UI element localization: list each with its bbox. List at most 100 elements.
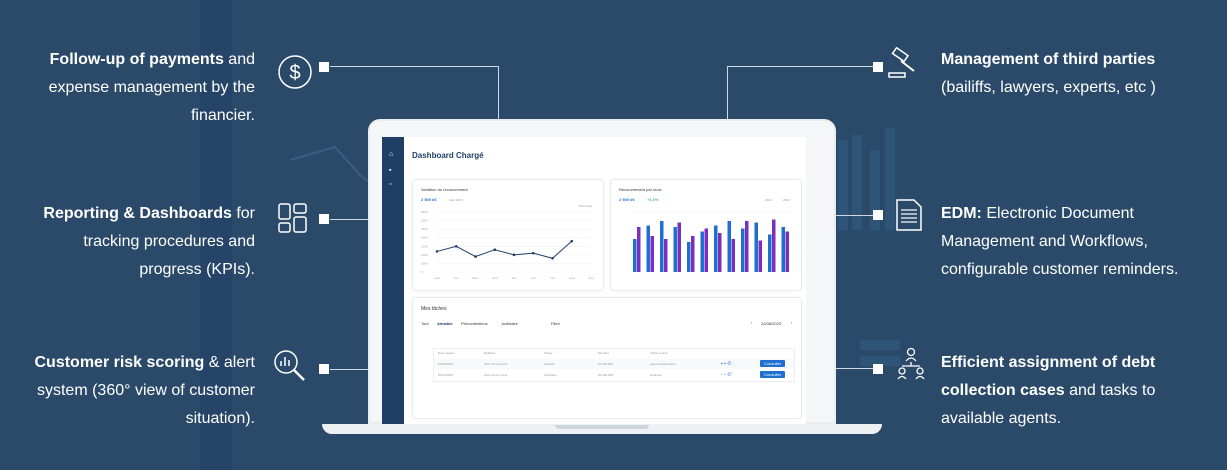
bar-2022 xyxy=(768,234,772,272)
marker-risk xyxy=(319,364,329,374)
data-point xyxy=(551,256,554,260)
card-variation-legend: Mois total xyxy=(579,204,592,208)
y-tick-label: 1000 xyxy=(421,253,428,257)
laptop-base xyxy=(322,424,882,434)
bar-2022 xyxy=(781,227,785,272)
dashboard-sidebar: ⌂ ▪ ▫ xyxy=(382,137,404,424)
gavel-icon xyxy=(888,47,915,78)
feature-edm: EDM: Electronic Document Management and … xyxy=(941,205,1179,278)
col-debtor: Débiteur xyxy=(484,351,496,355)
card-monthly-value: 2 500 k€ xyxy=(619,197,635,202)
line-chart: 0 500k 1000 1500 2000 2500 3000 3500 Janv Fév Mars… xyxy=(421,210,594,280)
x-tick-label: Mai xyxy=(512,276,517,280)
tab-precontentieux[interactable]: Précontentieux xyxy=(461,321,488,326)
bar-2022 xyxy=(646,225,650,272)
bar-2023 xyxy=(772,219,776,272)
bar-2023 xyxy=(718,233,722,272)
data-point xyxy=(512,253,516,257)
y-tick-label: 2500 xyxy=(421,227,428,231)
bar-2022 xyxy=(700,231,704,272)
col-phase: Phase xyxy=(544,351,553,355)
card-tasks: Mes tâches Tout Amiable Précontentieux J… xyxy=(412,297,802,419)
row-action-icons[interactable]: ▫ ▫ ✆ xyxy=(721,372,732,378)
bar-2022 xyxy=(741,228,745,272)
consult-button[interactable]: Consulter xyxy=(760,371,786,378)
legend-2023: 2023 xyxy=(783,198,790,202)
filter-button[interactable]: Filtre xyxy=(551,321,560,326)
table-header: Date dossier Débiteur Phase Montant Tâch… xyxy=(434,349,794,357)
home-icon[interactable]: ⌂ xyxy=(389,151,394,158)
bar-2023 xyxy=(677,222,681,272)
y-tick-label: 3000 xyxy=(421,219,428,223)
x-tick-label: Juin xyxy=(530,276,536,280)
consult-button[interactable]: Consulter xyxy=(760,360,786,367)
folder-icon[interactable]: ▪ xyxy=(389,167,392,174)
bar-2023 xyxy=(785,231,789,272)
col-task: Tâche à faire xyxy=(650,351,668,355)
x-tick-label: Juil xyxy=(550,276,555,280)
tasks-table: Date dossier Débiteur Phase Montant Tâch… xyxy=(433,348,795,382)
card-variation: Variation du recouvrement 2 500 k€ Août … xyxy=(412,179,604,291)
data-point xyxy=(435,250,439,253)
dashboard-grid-icon xyxy=(278,203,307,233)
dashboard-screen: ⌂ ▪ ▫ Dashboard Chargé Variation du reco… xyxy=(382,137,806,424)
connector-thirdparties xyxy=(727,66,877,67)
file-icon[interactable]: ▫ xyxy=(389,181,392,188)
data-point xyxy=(454,244,458,248)
card-variation-title: Variation du recouvrement xyxy=(421,187,468,192)
bar-chart xyxy=(631,211,793,273)
connector-payments xyxy=(330,66,498,67)
marker-payments xyxy=(319,62,329,72)
col-amount: Montant xyxy=(598,351,609,355)
laptop-notch xyxy=(555,425,649,429)
connector-thirdparties-v xyxy=(727,66,728,136)
feature-risk: Customer risk scoring & alert system (36… xyxy=(34,354,255,427)
marker-thirdparties xyxy=(873,62,883,72)
table-row[interactable]: 05/07/2023 SUS Inova Invest Judiciaire 6… xyxy=(434,370,794,380)
next-icon[interactable]: › xyxy=(791,320,793,325)
feature-payments: Follow-up of payments and expense manage… xyxy=(48,51,255,124)
x-tick-label: Mars xyxy=(472,276,479,280)
dashboard-title: Dashboard Chargé xyxy=(412,151,484,160)
y-tick-label: 500k xyxy=(421,261,428,265)
bar-2023 xyxy=(731,239,735,272)
series-line xyxy=(436,240,573,259)
feature-assignment: Efficient assignment of debt collection … xyxy=(941,354,1156,427)
prev-icon[interactable]: ‹ xyxy=(751,320,753,325)
marker-assignment xyxy=(873,364,883,374)
card-variation-period: Août 2023 xyxy=(449,198,463,202)
x-tick-label: Août xyxy=(569,276,575,280)
date-picker[interactable]: 22/08/2023 xyxy=(761,321,782,326)
feature-thirdparties: Management of third parties (bailiffs, l… xyxy=(941,51,1156,96)
table-row[interactable]: 02/08/2023 SUS Inova Invest Amiable 62.0… xyxy=(434,359,794,369)
tab-amiable[interactable]: Amiable xyxy=(437,321,453,326)
org-chart-icon xyxy=(897,347,925,380)
bar-2023 xyxy=(745,221,749,272)
dollar-circle-icon: $ xyxy=(278,55,312,89)
risk-scan-icon xyxy=(274,350,305,381)
tab-judiciaire[interactable]: Judiciaire xyxy=(501,321,518,326)
row-action-icons[interactable]: ▪ ▪ ✆ xyxy=(721,361,732,367)
feature-reporting: Reporting & Dashboards for tracking proc… xyxy=(43,205,255,278)
connector-payments-v xyxy=(498,66,499,136)
bar-2022 xyxy=(727,221,731,272)
bar-2022 xyxy=(714,225,718,272)
tasks-title: Mes tâches xyxy=(421,306,447,312)
data-point xyxy=(493,248,497,252)
bar-2023 xyxy=(664,239,668,272)
bar-2022 xyxy=(633,239,637,272)
x-tick-label: Janv xyxy=(434,276,441,280)
card-monthly-title: Recouvrement par mois xyxy=(619,187,662,192)
bar-2023 xyxy=(650,236,654,272)
card-variation-value: 2 500 k€ xyxy=(421,197,437,202)
y-tick-label: 0 xyxy=(421,270,423,274)
x-tick-label: Avril xyxy=(492,276,498,280)
legend-2022: 2022 xyxy=(765,198,772,202)
tab-tout[interactable]: Tout xyxy=(421,321,429,326)
marker-edm xyxy=(873,210,883,220)
bar-2023 xyxy=(637,227,641,272)
bar-2023 xyxy=(704,228,708,272)
feature-payments-bold: Follow-up of payments xyxy=(49,51,224,68)
card-monthly: Recouvrement par mois 2 500 k€ +4,5% 202… xyxy=(610,179,802,291)
